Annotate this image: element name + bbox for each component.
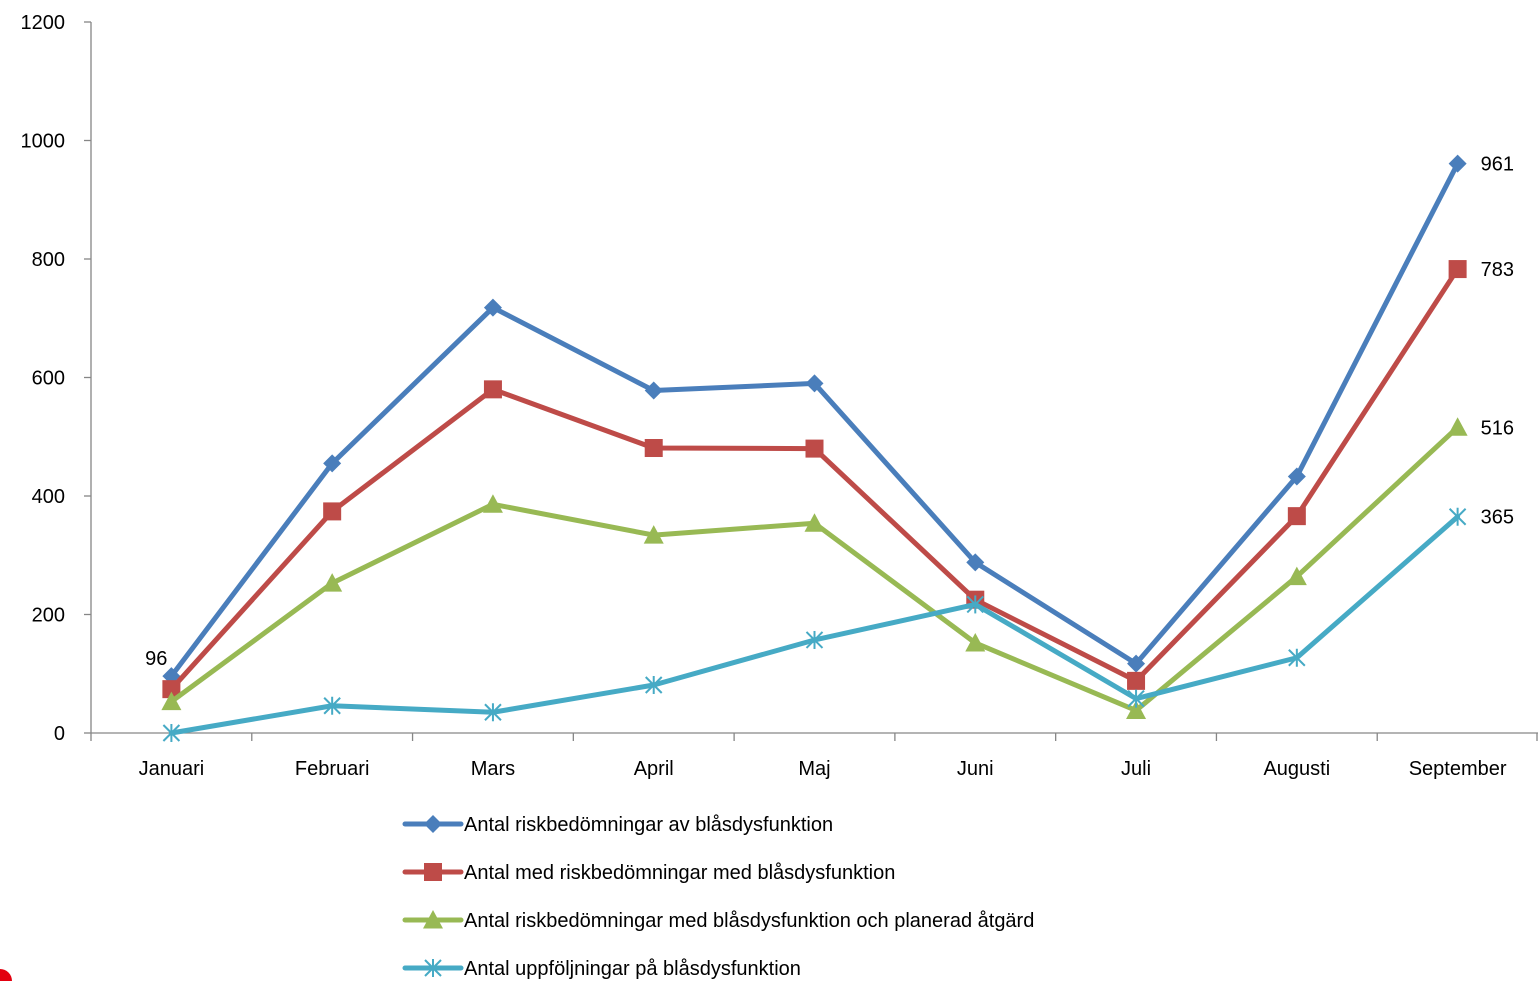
x-tick-label: Maj [798, 758, 830, 780]
series-1 [162, 155, 1466, 686]
y-tick-label: 1000 [21, 131, 66, 153]
series-line [171, 269, 1457, 689]
x-tick-label: April [634, 758, 674, 780]
y-tick-label: 0 [54, 723, 65, 745]
y-tick-label: 800 [32, 249, 65, 271]
y-tick-label: 1200 [21, 12, 66, 34]
legend-label: Antal uppföljningar på blåsdysfunktion [464, 958, 801, 980]
y-tick-label: 400 [32, 486, 65, 508]
legend-label: Antal med riskbedömningar med blåsdysfun… [464, 862, 895, 884]
data-point [645, 439, 663, 457]
legend-item: Antal med riskbedömningar med blåsdysfun… [405, 862, 895, 884]
legend-item: Antal riskbedömningar av blåsdysfunktion [405, 814, 833, 836]
x-tick-label: Juni [957, 758, 994, 780]
x-tick-label: Juli [1121, 758, 1151, 780]
data-point [323, 502, 341, 520]
data-label: 961 [1481, 154, 1514, 176]
data-point [806, 440, 824, 458]
data-label: 365 [1481, 507, 1514, 529]
legend-marker [424, 863, 442, 881]
x-tick-label: Augusti [1263, 758, 1330, 780]
x-tick-label: Januari [139, 758, 205, 780]
data-point [1449, 260, 1467, 278]
axes-group: 0 200 400 600 800 1000 1200 Januari Februari Mars… [21, 12, 1538, 780]
data-point [645, 382, 663, 400]
legend-label: Antal riskbedömningar med blåsdysfunktio… [464, 910, 1034, 932]
data-point [1448, 417, 1468, 436]
series-group [161, 155, 1467, 742]
legend-label: Antal riskbedömningar av blåsdysfunktion [464, 814, 833, 836]
x-tick-label: Mars [471, 758, 515, 780]
legend-marker [424, 815, 442, 833]
data-label: 516 [1481, 417, 1514, 439]
legend-item: Antal riskbedömningar med blåsdysfunktio… [405, 910, 1034, 932]
legend: Antal riskbedömningar av blåsdysfunktion… [405, 814, 1034, 980]
data-point [1449, 155, 1467, 173]
corner-logo-fragment [0, 969, 12, 981]
x-tick-label: September [1409, 758, 1507, 780]
data-point [1127, 672, 1145, 690]
y-tick-label: 200 [32, 605, 65, 627]
series-line [171, 164, 1457, 677]
legend-item: Antal uppföljningar på blåsdysfunktion [405, 958, 801, 980]
data-label: 783 [1481, 259, 1514, 281]
y-tick-label: 600 [32, 368, 65, 390]
x-tick-label: Februari [295, 758, 369, 780]
data-labels-group: 96 961 783 516 365 [145, 154, 1514, 671]
data-point [484, 380, 502, 398]
data-point [1288, 507, 1306, 525]
series-3 [161, 417, 1467, 719]
data-point [1450, 508, 1466, 526]
data-label: 96 [145, 648, 167, 670]
